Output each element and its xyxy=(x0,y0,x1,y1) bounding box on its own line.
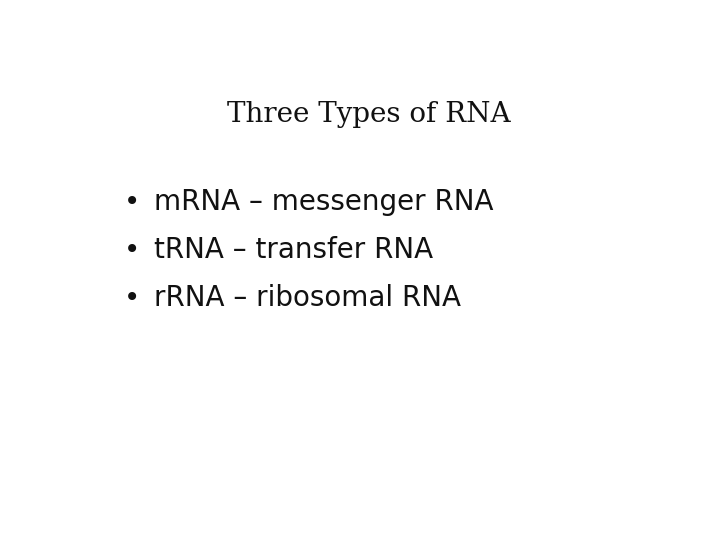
Text: tRNA – transfer RNA: tRNA – transfer RNA xyxy=(154,236,433,264)
Text: •: • xyxy=(124,284,140,312)
Text: rRNA – ribosomal RNA: rRNA – ribosomal RNA xyxy=(154,284,462,312)
Text: Three Types of RNA: Three Types of RNA xyxy=(228,101,510,128)
Text: mRNA – messenger RNA: mRNA – messenger RNA xyxy=(154,188,494,216)
Text: •: • xyxy=(124,236,140,264)
Text: •: • xyxy=(124,188,140,216)
